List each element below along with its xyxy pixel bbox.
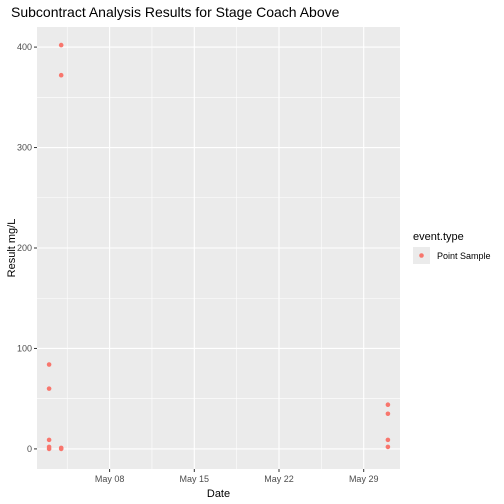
data-point [46, 437, 52, 443]
data-point [385, 402, 391, 408]
y-tick-label: 100 [17, 343, 32, 353]
x-axis-title: Date [207, 488, 230, 500]
data-point [385, 437, 391, 443]
y-tick-label: 400 [17, 42, 32, 52]
legend: event.type Point Sample [413, 231, 491, 264]
legend-title: event.type [413, 231, 464, 243]
data-point [58, 446, 64, 452]
y-axis: 0 100 200 300 400 [17, 42, 37, 454]
x-tick-label: May 22 [264, 474, 294, 484]
data-point [46, 362, 52, 367]
x-tick-label: May 08 [95, 474, 125, 484]
x-tick-label: May 29 [349, 474, 379, 484]
legend-point-marker [419, 253, 424, 258]
x-axis: May 08 May 15 May 22 May 29 [95, 469, 379, 484]
data-point [385, 411, 391, 417]
data-points [46, 42, 391, 452]
legend-label-point-sample: Point Sample [437, 251, 491, 261]
chart-title: Subcontract Analysis Results for Stage C… [11, 4, 340, 20]
data-point [58, 72, 64, 78]
x-tick-label: May 15 [180, 474, 210, 484]
y-tick-label: 0 [27, 444, 32, 454]
data-point [58, 42, 64, 48]
data-point [385, 444, 391, 450]
major-gridlines [37, 27, 400, 469]
y-tick-label: 300 [17, 143, 32, 153]
y-axis-title: Result mg/L [6, 219, 18, 278]
data-point [46, 446, 52, 452]
data-point [46, 386, 52, 391]
y-tick-label: 200 [17, 243, 32, 253]
